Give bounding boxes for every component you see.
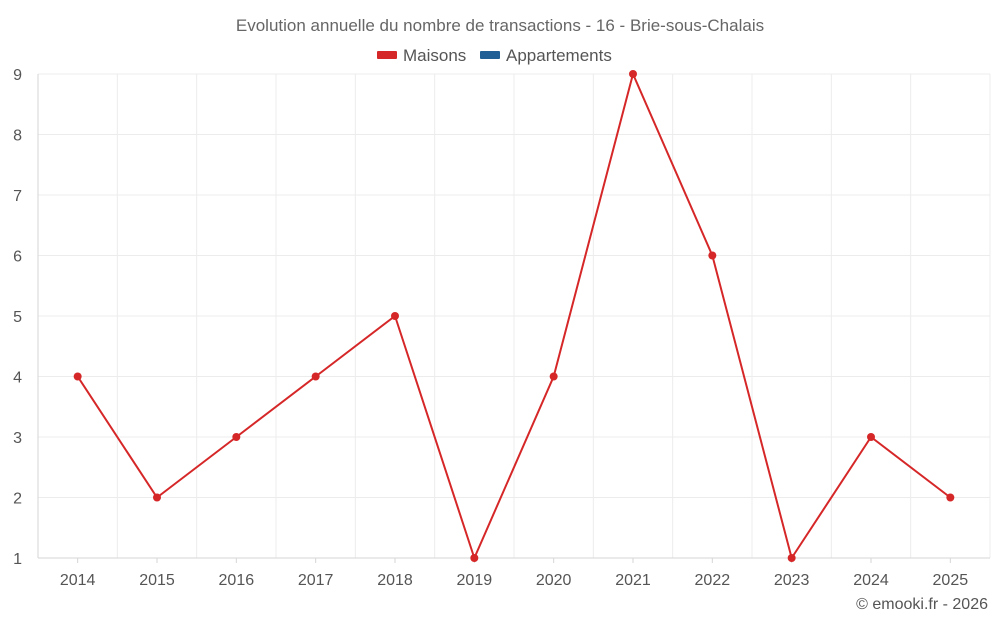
x-tick-label: 2018: [377, 572, 413, 589]
series-maisons: [76, 73, 951, 559]
y-axis-ticks: 1 2 3 4 5 6 7 8 9: [13, 67, 22, 568]
y-tick-label: 3: [13, 430, 22, 447]
legend: Maisons Appartements: [377, 46, 612, 65]
data-point[interactable]: [867, 433, 875, 441]
legend-item-maisons[interactable]: Maisons: [377, 46, 466, 65]
legend-swatch-maisons: [377, 51, 397, 59]
credit-text: © emooki.fr - 2026: [856, 596, 988, 613]
data-point[interactable]: [946, 493, 955, 502]
x-tick-label: 2023: [774, 572, 810, 589]
y-tick-label: 2: [13, 491, 22, 508]
data-point[interactable]: [629, 70, 637, 78]
legend-swatch-appartements: [480, 51, 500, 59]
x-tick-label: 2025: [933, 572, 969, 589]
x-tick-label: 2024: [853, 572, 889, 589]
x-tick-label: 2015: [139, 572, 175, 589]
data-point[interactable]: [549, 372, 558, 381]
x-tick-label: 2014: [60, 572, 96, 589]
data-point[interactable]: [470, 554, 479, 562]
data-point[interactable]: [311, 372, 320, 381]
x-tick-label: 2019: [457, 572, 493, 589]
gridlines: [37, 73, 991, 558]
data-points: [73, 70, 955, 562]
x-tick-label: 2017: [298, 572, 334, 589]
y-tick-label: 4: [13, 370, 22, 387]
legend-label-appartements: Appartements: [506, 46, 612, 65]
data-point[interactable]: [232, 433, 241, 441]
chart-title: Evolution annuelle du nombre de transact…: [236, 16, 764, 35]
y-tick-label: 6: [13, 249, 22, 266]
x-tick-label: 2022: [695, 572, 731, 589]
legend-label-maisons: Maisons: [403, 46, 466, 65]
x-tick-label: 2021: [615, 572, 651, 589]
y-tick-label: 7: [13, 188, 22, 205]
data-point[interactable]: [708, 251, 717, 260]
x-tick-label: 2020: [536, 572, 572, 589]
y-tick-label: 8: [13, 128, 22, 145]
data-point[interactable]: [787, 554, 796, 562]
series-line-maisons: [76, 73, 951, 559]
legend-item-appartements[interactable]: Appartements: [480, 46, 612, 65]
y-tick-label: 5: [13, 309, 22, 326]
data-point[interactable]: [153, 493, 161, 502]
data-point[interactable]: [391, 312, 399, 320]
y-tick-label: 9: [13, 67, 22, 84]
data-point[interactable]: [73, 372, 82, 381]
y-tick-label: 1: [13, 551, 22, 568]
x-axis-ticks: 2014 2015 2016 2017 2018 2019 2020 2021 2022 2023…: [60, 572, 968, 589]
x-tick-label: 2016: [219, 572, 255, 589]
